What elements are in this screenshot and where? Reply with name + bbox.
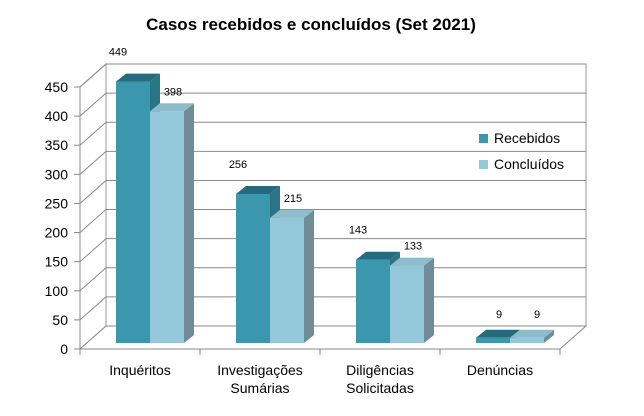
y-tick-label: 50: [52, 312, 68, 328]
y-tick-label: 300: [45, 166, 69, 182]
y-tick-label: 400: [45, 108, 69, 124]
gridlines: [79, 63, 586, 321]
legend-swatch: [479, 160, 488, 169]
bar-top: [356, 251, 400, 260]
y-tick-label: 350: [45, 137, 69, 153]
gridline: [79, 92, 586, 117]
bar-top: [150, 103, 194, 112]
data-label: 143: [349, 225, 367, 237]
bar: [150, 103, 194, 343]
x-tick-label: Inquéritos: [109, 362, 170, 378]
bar: [270, 209, 314, 343]
legend-label: Recebidos: [494, 130, 560, 146]
bar-front: [356, 259, 390, 343]
bar-top: [390, 257, 434, 266]
bar-top: [476, 329, 520, 338]
bar-side: [544, 329, 554, 343]
data-label: 256: [229, 159, 247, 171]
data-label: 9: [534, 309, 540, 321]
side-wall: [79, 62, 107, 351]
gridline: [79, 121, 586, 146]
x-tick-label: Denúncias: [467, 362, 533, 378]
bar-top: [116, 73, 160, 82]
y-tick-label: 450: [45, 79, 69, 95]
bar-front: [270, 217, 304, 343]
bar-front: [390, 265, 424, 343]
x-tick-label: Sumárias: [230, 380, 289, 396]
gridline: [79, 63, 586, 88]
chart-title: Casos recebidos e concluídos (Set 2021): [146, 15, 476, 34]
legend-swatch: [479, 134, 488, 143]
x-tick-label: Diligências: [346, 362, 414, 378]
y-tick-label: 250: [45, 195, 69, 211]
bar-top: [270, 209, 314, 218]
bar-side: [424, 257, 434, 343]
data-label: 9: [496, 309, 502, 321]
bar-top: [236, 185, 280, 194]
bar-front: [510, 337, 544, 343]
bar-front: [150, 111, 184, 343]
y-tick-label: 200: [45, 225, 69, 241]
x-tick-label: Investigações: [217, 362, 303, 378]
bar: [510, 329, 554, 343]
data-label: 398: [164, 86, 182, 98]
y-tick-label: 150: [45, 254, 69, 270]
bar-front: [116, 81, 150, 344]
gridline: [79, 209, 586, 233]
bar-side: [304, 209, 314, 343]
gridline: [79, 238, 586, 263]
bar: [390, 257, 434, 343]
data-label: 215: [284, 193, 302, 205]
bars: [116, 73, 554, 344]
y-tick-label: 100: [45, 283, 69, 299]
legend-label: Concluídos: [494, 156, 564, 172]
x-axis: Inquéritos Investigações Sumárias Diligênci…: [79, 348, 561, 396]
data-label: 133: [404, 241, 422, 253]
bar-front: [236, 193, 270, 343]
data-labels: 449 398 256 215 143 133 9 9: [109, 47, 540, 321]
y-tick-label: 0: [60, 341, 68, 357]
bar-front: [476, 337, 510, 343]
bar-top: [510, 329, 554, 338]
legend: Recebidos Concluídos: [479, 130, 564, 172]
data-label: 449: [109, 47, 127, 59]
x-tick-label: Solicitadas: [346, 380, 414, 396]
bar-side: [184, 103, 194, 343]
gridline: [79, 179, 586, 204]
y-axis: 0 50 100 150 200 250 300 350 400 450: [45, 79, 81, 357]
gridline: [79, 150, 586, 175]
